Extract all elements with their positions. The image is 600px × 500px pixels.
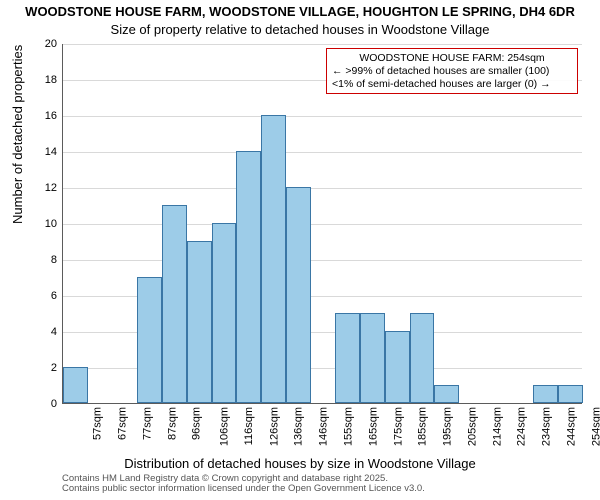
x-tick-label: 254sqm <box>590 407 600 446</box>
x-tick-label: 175sqm <box>392 407 404 446</box>
y-tick-label: 10 <box>45 218 57 230</box>
histogram-bar <box>335 313 360 403</box>
histogram-bar <box>187 241 212 403</box>
footer-line-2: Contains public sector information licen… <box>62 484 425 494</box>
y-tick-label: 16 <box>45 110 57 122</box>
gridline <box>63 260 582 261</box>
annotation-line-2: ← >99% of detached houses are smaller (1… <box>332 65 572 78</box>
histogram-bar <box>410 313 435 403</box>
x-tick-label: 146sqm <box>318 407 330 446</box>
chart-title-2: Size of property relative to detached ho… <box>0 22 600 37</box>
histogram-bar <box>63 367 88 403</box>
x-tick-label: 214sqm <box>491 407 503 446</box>
y-tick-label: 14 <box>45 146 57 158</box>
chart-title-1: WOODSTONE HOUSE FARM, WOODSTONE VILLAGE,… <box>0 4 600 19</box>
x-tick-label: 136sqm <box>293 407 305 446</box>
x-tick-label: 116sqm <box>243 407 255 445</box>
y-tick-label: 0 <box>51 398 57 410</box>
plot-area: 0246810121416182057sqm67sqm77sqm87sqm96s… <box>62 44 582 404</box>
gridline <box>63 116 582 117</box>
gridline <box>63 224 582 225</box>
y-tick-label: 4 <box>51 326 57 338</box>
x-tick-label: 67sqm <box>117 407 129 440</box>
annotation-line-1: WOODSTONE HOUSE FARM: 254sqm <box>332 52 572 65</box>
annotation-line-3: <1% of semi-detached houses are larger (… <box>332 78 572 91</box>
x-tick-label: 57sqm <box>92 407 104 440</box>
histogram-bar <box>558 385 583 403</box>
histogram-bar <box>261 115 286 403</box>
x-tick-label: 234sqm <box>541 407 553 446</box>
y-tick-label: 18 <box>45 74 57 86</box>
histogram-bar <box>533 385 558 403</box>
y-tick-label: 2 <box>51 362 57 374</box>
histogram-bar <box>360 313 385 403</box>
x-tick-label: 224sqm <box>516 407 528 446</box>
histogram-bar <box>137 277 162 403</box>
histogram-bar <box>286 187 311 403</box>
y-axis-label: Number of detached properties <box>10 45 25 224</box>
x-tick-label: 96sqm <box>191 407 203 440</box>
x-tick-label: 106sqm <box>219 407 231 446</box>
x-tick-label: 205sqm <box>466 407 478 446</box>
x-tick-label: 195sqm <box>442 407 454 446</box>
x-tick-label: 155sqm <box>343 407 355 446</box>
y-tick-label: 12 <box>45 182 57 194</box>
x-tick-label: 244sqm <box>565 407 577 446</box>
x-tick-label: 185sqm <box>417 407 429 446</box>
gridline <box>63 188 582 189</box>
histogram-bar <box>434 385 459 403</box>
x-tick-label: 77sqm <box>141 407 153 440</box>
x-axis-label: Distribution of detached houses by size … <box>0 456 600 471</box>
footer-attribution: Contains HM Land Registry data © Crown c… <box>62 474 425 495</box>
annotation-box: WOODSTONE HOUSE FARM: 254sqm ← >99% of d… <box>326 48 578 94</box>
y-tick-label: 20 <box>45 38 57 50</box>
gridline <box>63 44 582 45</box>
histogram-bar <box>212 223 237 403</box>
x-tick-label: 126sqm <box>268 407 280 446</box>
histogram-bar <box>162 205 187 403</box>
y-tick-label: 8 <box>51 254 57 266</box>
gridline <box>63 152 582 153</box>
chart-container: WOODSTONE HOUSE FARM, WOODSTONE VILLAGE,… <box>0 0 600 500</box>
histogram-bar <box>236 151 261 403</box>
y-tick-label: 6 <box>51 290 57 302</box>
histogram-bar <box>385 331 410 403</box>
x-tick-label: 87sqm <box>166 407 178 440</box>
x-tick-label: 165sqm <box>367 407 379 446</box>
